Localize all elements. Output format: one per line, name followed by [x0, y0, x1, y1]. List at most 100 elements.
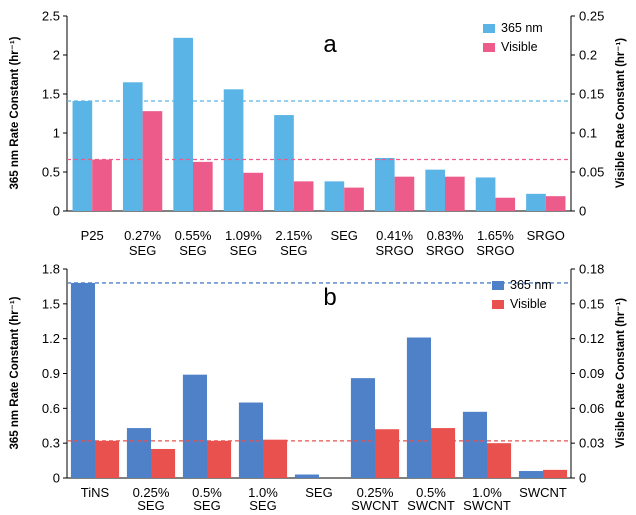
category-label: SWCNT: [351, 498, 399, 513]
left-tick-label: 1.2: [42, 331, 60, 346]
bar-visible: [431, 428, 456, 478]
legend-swatch: [483, 43, 495, 52]
right-tick-label: 0.06: [579, 401, 604, 416]
category-label: SRGO: [375, 243, 413, 258]
bar-visible: [207, 440, 232, 478]
category-label: 0.83%: [427, 228, 464, 243]
category-label: P25: [81, 228, 104, 243]
bar-365-nm: [126, 428, 151, 478]
left-tick-label: 1.5: [42, 296, 60, 311]
bar-visible: [495, 197, 516, 211]
category-label: SWCNT: [519, 485, 567, 500]
category-label: SRGO: [476, 243, 514, 258]
left-tick-label: 1.8: [42, 262, 60, 277]
category-label: 0.55%: [175, 228, 212, 243]
bar-visible: [95, 440, 120, 478]
bar-365-nm: [70, 282, 95, 478]
bar-visible: [193, 161, 213, 211]
category-label: SEG: [280, 243, 307, 258]
category-label: SEG: [179, 243, 206, 258]
right-tick-label: 0.15: [579, 87, 604, 102]
bar-visible: [263, 439, 288, 478]
y-axis-title-left: 365 nm Rate Constant (hr⁻¹): [9, 296, 21, 449]
category-label: 0.27%: [124, 228, 161, 243]
bar-visible: [375, 429, 400, 478]
category-label: SEG: [230, 243, 257, 258]
legend-label: Visible: [501, 40, 538, 54]
category-label: 1.65%: [477, 228, 514, 243]
bar-365-nm: [223, 89, 244, 211]
category-label: 1.09%: [225, 228, 262, 243]
legend-label: 365 nm: [510, 278, 552, 292]
bar-365-nm: [462, 411, 487, 478]
category-label: 0.5%: [192, 485, 222, 500]
bar-365-nm: [324, 181, 345, 211]
left-tick-label: 0: [53, 204, 60, 219]
left-tick-label: 0: [53, 471, 60, 486]
category-label: 0.41%: [376, 228, 413, 243]
left-tick-label: 0.9: [42, 366, 60, 381]
bar-365-nm: [374, 157, 395, 211]
bar-365-nm: [425, 169, 445, 211]
right-tick-label: 0: [579, 471, 586, 486]
bar-365-nm: [274, 115, 294, 211]
left-tick-label: 2.5: [42, 9, 60, 24]
panel-label: a: [323, 31, 337, 58]
category-label: SEG: [137, 498, 164, 513]
category-label: SRGO: [426, 243, 464, 258]
left-tick-label: 1.5: [42, 87, 60, 102]
legend-label: 365 nm: [501, 21, 543, 35]
bar-365-nm: [526, 193, 546, 211]
category-label: 0.25%: [357, 485, 394, 500]
bar-visible: [344, 187, 364, 211]
bar-visible: [293, 181, 314, 211]
bar-visible: [543, 469, 568, 478]
bar-365-nm: [182, 374, 207, 478]
category-label: SEG: [193, 498, 220, 513]
category-label: SEG: [249, 498, 276, 513]
category-label: SWCNT: [407, 498, 455, 513]
bar-visible: [545, 196, 566, 211]
right-tick-label: 0.1: [579, 126, 597, 141]
left-tick-label: 2: [53, 48, 60, 63]
bar-365-nm: [406, 337, 431, 478]
category-label: 1.0%: [248, 485, 278, 500]
y-axis-title-right: Visible Rate Constant (hr⁻¹): [615, 38, 627, 188]
bar-365-nm: [122, 82, 143, 211]
right-tick-label: 0.2: [579, 48, 597, 63]
category-label: 0.25%: [133, 485, 170, 500]
right-tick-label: 0.12: [579, 331, 604, 346]
right-tick-label: 0.15: [579, 296, 604, 311]
bar-365-nm: [350, 378, 375, 478]
bar-365-nm: [72, 101, 93, 211]
bar-365-nm: [475, 177, 496, 211]
category-label: 2.15%: [275, 228, 312, 243]
category-label: SEG: [305, 485, 332, 500]
bar-365-nm: [294, 474, 319, 478]
right-tick-label: 0.25: [579, 9, 604, 24]
category-label: SRGO: [527, 228, 565, 243]
right-tick-label: 0: [579, 204, 586, 219]
left-tick-label: 0.5: [42, 165, 60, 180]
bar-visible: [394, 176, 415, 211]
bar-visible: [445, 176, 465, 211]
bar-visible: [92, 159, 112, 211]
right-tick-label: 0.05: [579, 165, 604, 180]
chart-panel-b: 0 0.3 0.6 0.9 1.2 1.5 1.8 0 0.03 0.06 0.09 0.12 0.15…: [9, 262, 627, 514]
legend-swatch: [492, 300, 504, 309]
y-axis-title-left: 365 nm Rate Constant (hr⁻¹): [9, 36, 21, 189]
legend-swatch: [492, 281, 504, 290]
legend-label: Visible: [510, 297, 547, 311]
category-label: TiNS: [81, 485, 110, 500]
category-label: 1.0%: [472, 485, 502, 500]
bar-visible: [151, 448, 176, 478]
left-tick-label: 0.3: [42, 436, 60, 451]
category-label: SEG: [129, 243, 156, 258]
bar-visible: [142, 111, 163, 211]
legend-swatch: [483, 24, 495, 33]
bar-visible: [243, 172, 264, 211]
right-tick-label: 0.03: [579, 436, 604, 451]
bar-365-nm: [518, 471, 543, 478]
